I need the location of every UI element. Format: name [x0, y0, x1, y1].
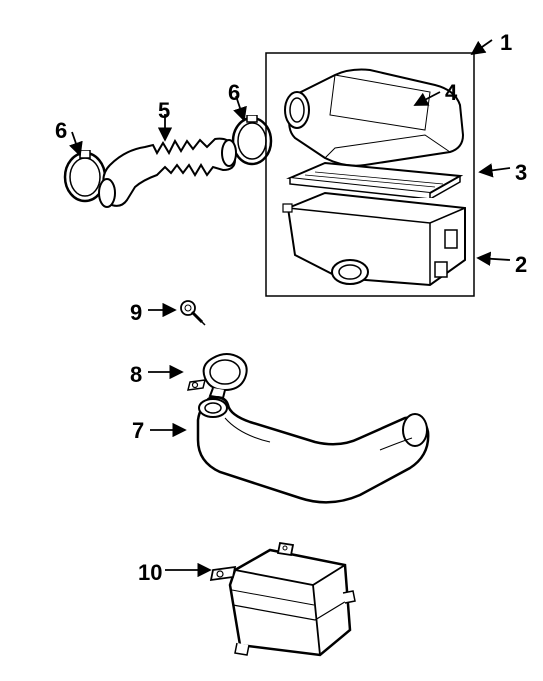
air-cleaner-cover — [275, 60, 470, 170]
callout-arrow-3 — [480, 168, 510, 172]
callout-label-8: 8 — [130, 362, 142, 388]
callout-label-1: 1 — [500, 30, 512, 56]
callout-label-6b: 6 — [228, 80, 240, 106]
parts-diagram: 1 2 3 4 5 6 6 7 8 9 10 — [0, 0, 543, 681]
callout-label-3: 3 — [515, 160, 527, 186]
callout-label-9: 9 — [130, 300, 142, 326]
air-cleaner-housing — [280, 190, 480, 300]
callout-arrow-2 — [478, 258, 510, 260]
resonator-chamber — [205, 535, 365, 670]
intake-hose — [95, 125, 240, 220]
mounting-bolt — [178, 298, 208, 328]
callout-label-2: 2 — [515, 252, 527, 278]
callout-label-10: 10 — [138, 560, 162, 586]
callout-label-5: 5 — [158, 98, 170, 124]
callout-label-6: 6 — [55, 118, 67, 144]
air-inlet-duct — [180, 390, 440, 520]
callout-label-7: 7 — [132, 418, 144, 444]
callout-label-4: 4 — [445, 80, 457, 106]
